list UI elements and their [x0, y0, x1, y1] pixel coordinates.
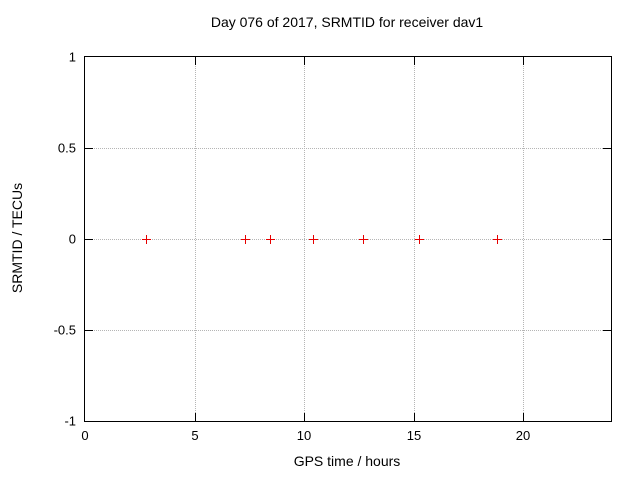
x-tick-label: 5 [191, 428, 199, 443]
x-tick-mark-top [304, 57, 305, 65]
x-tick-mark-bottom [523, 413, 524, 421]
y-axis-label: SRMTID / TECUs [9, 182, 25, 294]
y-tick-label: 0 [68, 231, 76, 247]
gridline-horizontal [85, 148, 611, 149]
y-tick-mark-left [85, 330, 93, 331]
y-tick-mark-right [603, 330, 611, 331]
gridline-horizontal [85, 330, 611, 331]
x-axis-label: GPS time / hours [293, 453, 401, 469]
gridline-horizontal [85, 239, 611, 240]
y-tick-mark-left [85, 239, 93, 240]
x-tick-mark-top [195, 57, 196, 65]
x-tick-mark-bottom [304, 413, 305, 421]
data-point-marker [266, 235, 275, 244]
x-tick-mark-bottom [195, 413, 196, 421]
x-tick-label: 20 [515, 428, 531, 443]
y-tick-label: 1 [68, 49, 76, 65]
x-tick-mark-bottom [414, 413, 415, 421]
y-tick-label: -1 [64, 413, 76, 429]
y-tick-mark-left [85, 148, 93, 149]
data-point-marker [493, 235, 502, 244]
y-tick-mark-right [603, 148, 611, 149]
data-point-marker [241, 235, 250, 244]
x-tick-mark-top [414, 57, 415, 65]
data-point-marker [142, 235, 151, 244]
data-point-marker [309, 235, 318, 244]
y-tick-mark-right [603, 239, 611, 240]
data-point-marker [359, 235, 368, 244]
data-point-marker [415, 235, 424, 244]
y-tick-label: 0.5 [57, 140, 76, 156]
plot-area: 0 5 10 15 20 1 0.5 0 -0.5 -1 [54, 50, 612, 443]
chart-title: Day 076 of 2017, SRMTID for receiver dav… [210, 14, 484, 30]
y-tick-label: -0.5 [53, 322, 76, 338]
x-tick-mark-top [523, 57, 524, 65]
x-tick-label: 0 [81, 428, 89, 443]
x-tick-label: 15 [406, 428, 422, 443]
x-tick-label: 10 [296, 428, 312, 443]
